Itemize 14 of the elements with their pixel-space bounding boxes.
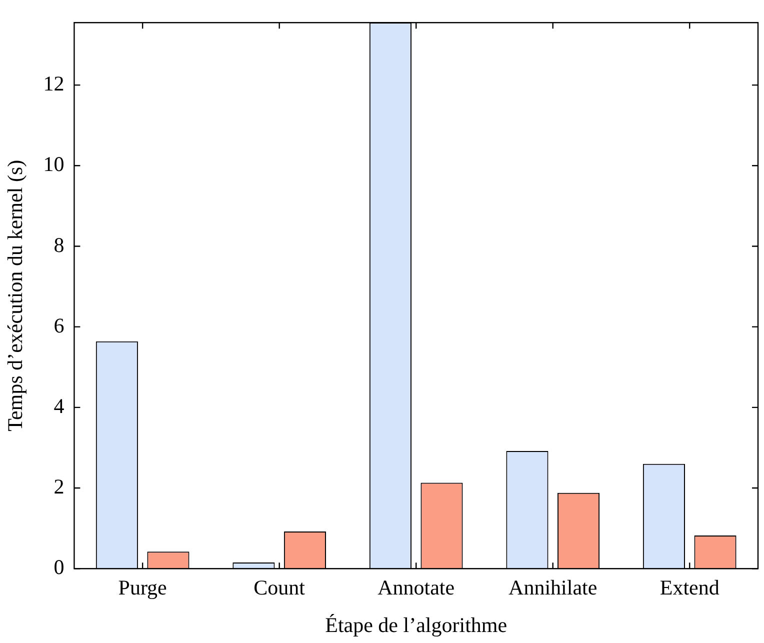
x-tick-label: Extend — [660, 576, 720, 600]
x-tick-label: Purge — [118, 576, 167, 600]
x-tick-label: Annotate — [378, 576, 455, 600]
y-tick-label: 2 — [54, 474, 64, 499]
y-axis-title: Temps d’exécution du kernel (s) — [3, 160, 28, 432]
y-tick-label: 8 — [54, 232, 64, 257]
x-tick-label: Count — [254, 576, 306, 600]
y-tick-label: 6 — [54, 313, 64, 338]
x-axis-title: Étape de l’algorithme — [325, 612, 508, 637]
x-tick-label: Annihilate — [508, 576, 598, 600]
y-tick-label: 0 — [54, 555, 64, 580]
y-tick-label: 12 — [43, 72, 64, 96]
y-tick-label: 10 — [43, 152, 64, 176]
y-tick-label: 4 — [54, 394, 65, 418]
